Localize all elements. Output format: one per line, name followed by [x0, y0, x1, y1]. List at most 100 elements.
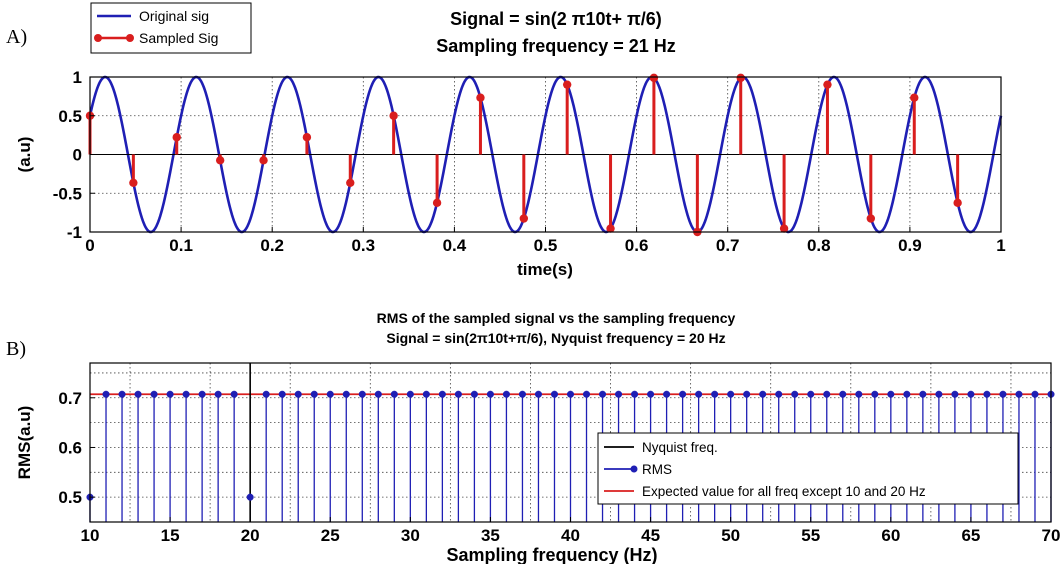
- chart-a-legend-samples-marker: [126, 34, 134, 42]
- chart-b-rms-point: [438, 390, 446, 398]
- chart-b-rms-point: [711, 390, 719, 398]
- chart-a-sample-point: [215, 156, 225, 165]
- chart-b-xtick-label: 50: [721, 526, 740, 545]
- chart-b-rms-point: [310, 390, 318, 398]
- chart-b-rms-point: [262, 390, 270, 398]
- chart-b-xtick-label: 70: [1042, 526, 1061, 545]
- chart-a-ytick-label: 0.5: [58, 107, 82, 126]
- chart-a-xtick-label: 0.3: [351, 236, 375, 255]
- chart-a-legend-box: [90, 2, 252, 54]
- chart-b-rms-point: [951, 390, 959, 398]
- chart-b-rms-point: [470, 390, 478, 398]
- chart-b-rms-point: [935, 390, 943, 398]
- chart-b-rms-point: [582, 390, 591, 398]
- chart-b-rms-point: [663, 390, 671, 398]
- chart-b-ylabel: RMS(a.u): [15, 406, 34, 480]
- chart-a-legend-samples-marker: [94, 34, 102, 42]
- chart-a-xlabel: time(s): [517, 260, 573, 279]
- chart-b-rms-point: [615, 390, 623, 398]
- chart-b-rms-point: [182, 390, 190, 398]
- chart-a-sample-point: [259, 156, 268, 165]
- chart-b-rms-point: [102, 390, 110, 398]
- chart-a-xtick-label: 0.2: [260, 236, 284, 255]
- chart-b-title: RMS of the sampled signal vs the samplin…: [377, 310, 736, 326]
- chart-b-rms-point: [358, 390, 366, 398]
- chart-a-subtitle: Sampling frequency = 21 Hz: [436, 36, 676, 56]
- chart-b-rms-point: [823, 390, 831, 398]
- chart-b-rms-point: [534, 390, 543, 398]
- chart-a-sample-point: [823, 80, 832, 89]
- chart-b-rms-point: [647, 390, 655, 398]
- chart-b-xtick-label: 20: [241, 526, 260, 545]
- chart-b-rms-point: [406, 390, 414, 398]
- chart-b-ytick-label: 0.5: [58, 488, 82, 507]
- chart-b-legend-expected-label: Expected value for all freq except 10 an…: [642, 484, 926, 499]
- chart-b-xtick-label: 65: [961, 526, 980, 545]
- chart-a-sample-point: [953, 198, 962, 208]
- chart-b-rms-point: [278, 390, 286, 398]
- chart-a-xtick-label: 0.7: [716, 236, 740, 255]
- chart-b-ytick-label: 0.6: [58, 438, 82, 457]
- chart-b-rms-point: [1031, 390, 1039, 398]
- chart-b-xtick-label: 55: [801, 526, 820, 545]
- chart-b-rms-point: [326, 390, 334, 398]
- chart-b-xtick-label: 15: [161, 526, 180, 545]
- chart-b-xtick-label: 30: [401, 526, 420, 545]
- chart-b-rms-point: [198, 390, 206, 398]
- chart-b-rms-point: [983, 390, 991, 398]
- chart-b-rms-point: [118, 390, 126, 398]
- chart-b-rms-point: [502, 390, 510, 398]
- chart-b-rms-point: [246, 493, 254, 501]
- chart-a-sample-point: [649, 73, 659, 83]
- chart-b-rms-point: [166, 390, 174, 398]
- chart-b-rms-point: [374, 390, 382, 398]
- chart-b-rms-point: [679, 390, 687, 398]
- chart-b-rms-point: [887, 390, 895, 398]
- chart-b-rms-point: [454, 390, 462, 398]
- chart-a-xtick-label: 0.5: [534, 236, 558, 255]
- chart-b-legend-rms-label: RMS: [642, 462, 672, 477]
- chart-b-rms-point: [214, 390, 222, 398]
- chart-b-rms-point: [775, 390, 783, 398]
- chart-a-sample-point: [910, 93, 919, 102]
- chart-b-subtitle: Signal = sin(2π10t+π/6), Nyquist frequen…: [386, 330, 725, 346]
- chart-a-sample-point: [432, 198, 442, 208]
- chart-b-rms-point: [486, 390, 494, 398]
- chart-b-rms-point: [422, 390, 430, 398]
- chart-a-sample-point: [346, 178, 355, 188]
- chart-a-sample-point: [519, 214, 529, 223]
- chart-a-ytick-label: 1: [73, 68, 82, 87]
- chart-b-xtick-label: 60: [881, 526, 900, 545]
- chart-a-xtick-label: 0.9: [898, 236, 922, 255]
- chart-b-rms-point: [791, 390, 799, 398]
- chart-a-ytick-label: 0: [73, 146, 82, 165]
- chart-a-sample-point: [562, 80, 572, 89]
- chart-b-rms-point: [1015, 390, 1023, 398]
- chart-a-ytick-label: -1: [67, 223, 82, 242]
- chart-a-sample-point: [736, 73, 745, 83]
- chart-a-sample-point: [476, 93, 485, 102]
- chart-b-rms-point: [695, 390, 703, 398]
- chart-a-xtick-label: 0.1: [169, 236, 193, 255]
- chart-a-sample-point: [389, 111, 398, 120]
- chart-b-rms-point: [390, 390, 398, 398]
- chart-b-legend-box: [597, 432, 1019, 505]
- chart-b-xtick-label: 45: [641, 526, 660, 545]
- chart-b-legend-nyquist-label: Nyquist freq.: [642, 440, 718, 455]
- chart-a-xtick-label: 0.6: [625, 236, 649, 255]
- panel-b-letter: B): [6, 338, 26, 360]
- chart-b-rms-point: [855, 390, 863, 398]
- chart-b-rms-point: [550, 390, 559, 398]
- chart-a-title: Signal = sin(2 π10t+ π/6): [450, 9, 662, 29]
- chart-b-rms-point: [134, 390, 142, 398]
- chart-b: 10 15 20 25 30 35 40 45 50 55 60 65 70 0.5 0.6 0.7 RMS o…: [15, 310, 1061, 564]
- chart-b-rms-point: [566, 390, 575, 398]
- chart-a-xtick-label: 0.8: [807, 236, 831, 255]
- chart-b-xlabel: Sampling frequency (Hz): [446, 545, 657, 564]
- chart-b-rms-point: [598, 390, 607, 398]
- chart-a-legend-signal-label: Original sig: [139, 8, 209, 24]
- chart-b-rms-point: [839, 390, 847, 398]
- chart-a-sample-point: [606, 224, 615, 233]
- chart-a-legend-samples-label: Sampled Sig: [139, 30, 218, 46]
- chart-b-rms-point: [518, 390, 527, 398]
